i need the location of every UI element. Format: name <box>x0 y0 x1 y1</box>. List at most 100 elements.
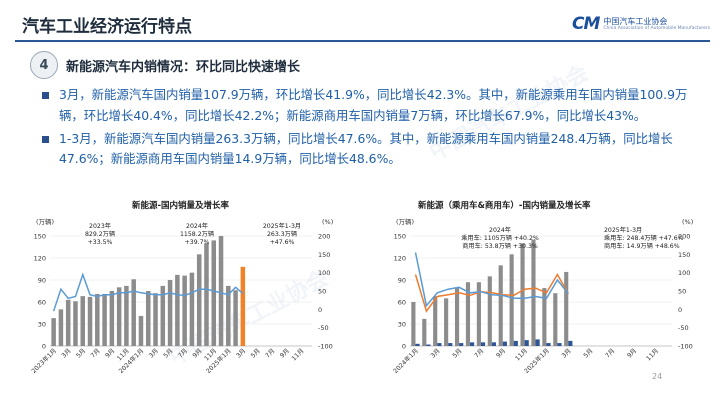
bar <box>189 272 195 346</box>
bar <box>233 290 238 346</box>
bar <box>196 254 202 346</box>
left-axis-label: (万辆) <box>396 217 414 226</box>
bar <box>557 343 562 346</box>
right-axis-label: (%) <box>322 218 333 226</box>
chart-annotation: 829.2万辆 <box>85 230 115 238</box>
bar <box>459 343 464 346</box>
chart-left: (万辆) (%) 0 30 60 90 120 150 -100 -50 0 50 100 150 200 2… <box>30 217 334 375</box>
bar <box>476 282 481 346</box>
y-tick-label-left: 120 <box>34 255 46 263</box>
bar <box>58 309 64 346</box>
logo: CM 中国汽车工业协会 China Association of Automob… <box>572 14 710 34</box>
y-tick-label-right: -50 <box>678 324 689 332</box>
bar <box>73 301 78 346</box>
bar <box>138 315 144 346</box>
bar <box>520 243 525 346</box>
x-tick-label: 7月 <box>604 347 616 359</box>
y-tick-label-right: -100 <box>318 343 333 351</box>
chart-annotation: 商用车: 53.8万辆 +30.3% <box>462 242 538 250</box>
bullet-list: 3月，新能源汽车国内销量107.9万辆，环比增长41.9%，同比增长42.3%。… <box>42 85 690 172</box>
bar <box>87 296 93 346</box>
chart-annotation: 2024年 <box>186 222 208 230</box>
bar <box>502 341 507 346</box>
bar <box>535 339 540 346</box>
bar <box>513 340 518 346</box>
y-tick-label-right: 150 <box>678 251 690 259</box>
y-tick-label-right: 200 <box>678 233 690 241</box>
bar <box>564 271 569 346</box>
chart-annotation: 1158.2万辆 <box>180 230 214 238</box>
bar <box>454 287 460 346</box>
chart-annotation: 商用车: 14.9万辆 +48.6% <box>604 242 680 250</box>
bar <box>509 254 514 346</box>
x-tick-label: 7月 <box>473 347 485 359</box>
bar <box>226 285 231 346</box>
bar <box>167 280 173 346</box>
bullet-item: 3月，新能源汽车国内销量107.9万辆，环比增长41.9%，同比增长42.3%。… <box>42 85 690 127</box>
x-tick-label: 5月 <box>162 347 174 359</box>
bar <box>102 293 107 346</box>
x-tick-label: 9月 <box>104 347 116 359</box>
x-tick-label: 3月 <box>561 347 573 359</box>
y-tick-label-right: 100 <box>678 269 690 277</box>
bullet-item: 1-3月，新能源汽车国内销量263.3万辆，同比增长47.6%。其中，新能源乘用… <box>42 129 690 171</box>
x-tick-label: 2024年1月 <box>392 347 420 375</box>
bar <box>498 265 503 346</box>
bar <box>524 340 529 346</box>
series-line <box>414 273 569 313</box>
y-tick-label-right: -50 <box>318 324 329 332</box>
x-tick-label: 9月 <box>495 347 507 359</box>
x-tick-label: 11月 <box>291 347 306 362</box>
y-tick-label-left: 90 <box>38 277 46 285</box>
bar <box>546 343 551 346</box>
bar <box>444 298 449 346</box>
bullet-text: 3月，新能源汽车国内销量107.9万辆，环比增长41.9%，同比增长42.3%。… <box>59 87 688 123</box>
y-tick-label-right: 100 <box>318 269 330 277</box>
chart-annotation: +33.5% <box>88 239 113 246</box>
section-number: 4 <box>30 51 58 79</box>
bullet-text: 1-3月，新能源汽车国内销量263.3万辆，同比增长47.6%。其中，新能源乘用… <box>59 130 673 167</box>
bar <box>531 239 536 346</box>
bar <box>80 296 86 346</box>
chart-annotation: +39.7% <box>185 239 210 246</box>
chart-annotation: +47.6% <box>270 239 295 246</box>
x-tick-label: 2023年1月 <box>30 347 58 375</box>
chart-left-title: 新能源-国内销量及增长率 <box>132 201 230 211</box>
y-tick-label-right: 0 <box>678 306 682 314</box>
bar <box>240 266 246 346</box>
logo-name: 中国汽车工业协会 <box>603 16 668 26</box>
bar <box>153 293 158 346</box>
section-heading: 4 新能源汽车内销情况：环比同比快速增长 <box>30 51 300 79</box>
x-tick-label: 5月 <box>250 347 262 359</box>
chart-annotation: 2024年 <box>489 226 511 234</box>
y-tick-label-left: 60 <box>398 299 406 307</box>
x-tick-label: 9月 <box>626 347 638 359</box>
left-axis-label: (万辆) <box>36 217 54 226</box>
bar <box>487 276 492 346</box>
y-tick-label-right: 150 <box>318 251 330 259</box>
bar <box>426 344 431 346</box>
x-tick-label: 5月 <box>451 347 463 359</box>
y-tick-label-left: 150 <box>34 233 46 241</box>
bullet-square-icon <box>42 92 49 99</box>
bar <box>568 340 573 346</box>
x-tick-label: 9月 <box>191 347 203 359</box>
bar <box>433 296 438 346</box>
bar <box>542 288 547 346</box>
x-tick-label: 7月 <box>90 347 102 359</box>
bar <box>465 282 471 346</box>
bar <box>470 342 475 346</box>
bar <box>480 342 486 346</box>
bar <box>160 285 166 346</box>
y-tick-label-left: 0 <box>402 343 406 351</box>
bar <box>491 342 497 346</box>
x-tick-label: 11月 <box>645 347 660 362</box>
chart-right: (万辆) (%) 0 30 60 90 120 150 -100 -50 0 50 100 150 200 2… <box>392 217 694 375</box>
page-number: 24 <box>652 372 663 381</box>
y-tick-label-left: 90 <box>398 277 406 285</box>
chart-annotation: 乘用车: 248.4万辆 +47.6% <box>604 234 684 242</box>
chart-annotation: 2025年1-3月 <box>263 222 301 230</box>
bar <box>218 236 224 346</box>
x-tick-label: 7月 <box>264 347 276 359</box>
y-tick-label-right: -100 <box>678 343 693 351</box>
